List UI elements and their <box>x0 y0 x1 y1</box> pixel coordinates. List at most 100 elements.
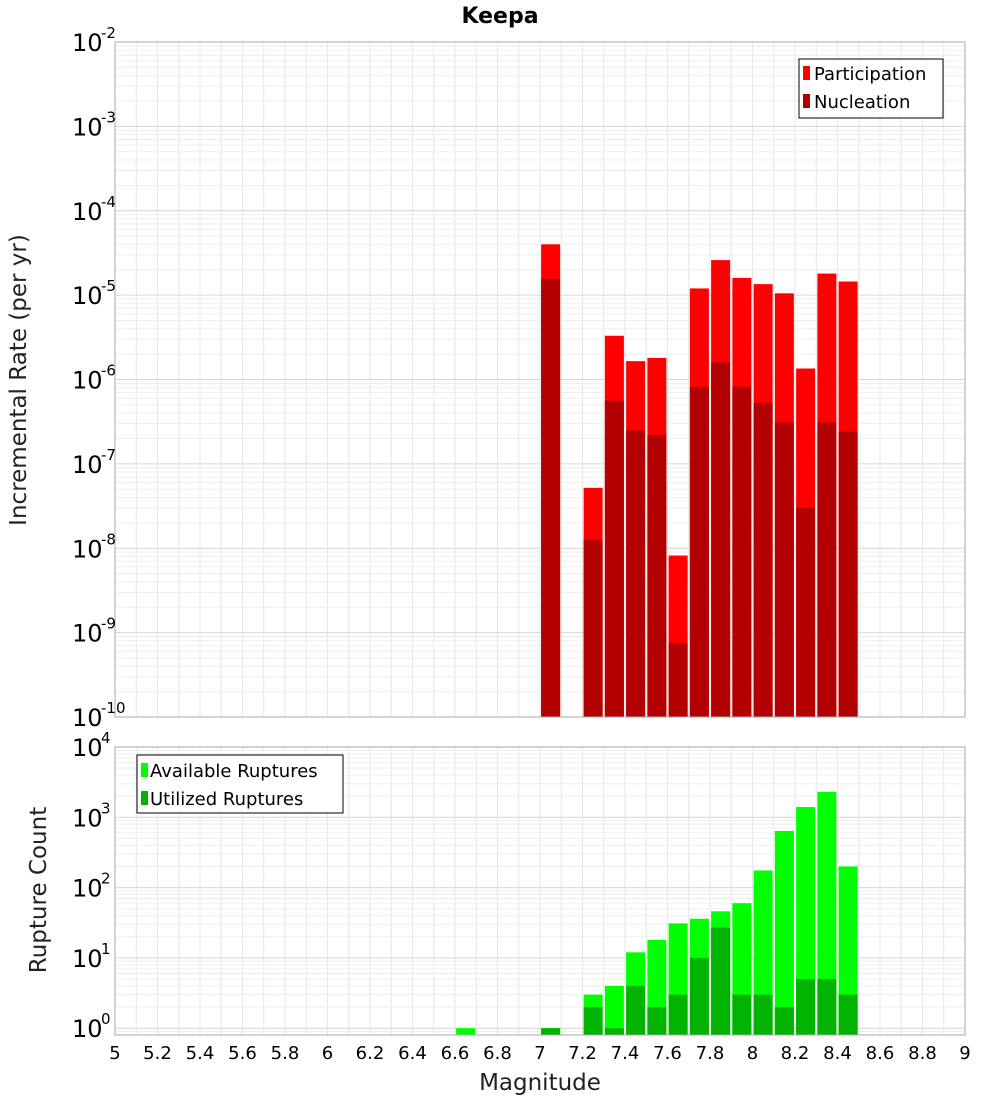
utilized-ruptures-bar <box>753 994 773 1035</box>
nucleation-bar <box>774 422 794 717</box>
rate-y-tick-base: 10 <box>72 29 103 57</box>
count-y-axis-label: Rupture Count <box>26 807 52 973</box>
x-tick-label: 6 <box>322 1043 333 1064</box>
x-tick-label: 7.6 <box>653 1043 682 1064</box>
nucleation-bar <box>647 434 667 717</box>
utilized-ruptures-bar <box>796 979 816 1035</box>
utilized-ruptures-bar <box>732 994 752 1035</box>
nucleation-bar <box>711 362 731 717</box>
x-tick-label: 8 <box>747 1043 758 1064</box>
available-ruptures-bar <box>817 791 837 1035</box>
x-tick-label: 6.2 <box>356 1043 385 1064</box>
x-axis-label: Magnitude <box>479 1070 601 1096</box>
utilized-ruptures-bar <box>626 985 646 1035</box>
utilized-ruptures-bar <box>689 957 709 1035</box>
rate-y-tick-base: 10 <box>72 198 103 226</box>
count-y-tick-exponent: 1 <box>101 940 111 958</box>
count-y-tick-base: 10 <box>72 945 103 973</box>
rate-y-tick-base: 10 <box>72 282 103 310</box>
x-tick-label: 6.4 <box>398 1043 427 1064</box>
x-tick-label: 7.2 <box>568 1043 597 1064</box>
nucleation-bar <box>604 400 624 717</box>
rate-y-tick-base: 10 <box>72 704 103 732</box>
legend-utilized-swatch <box>141 791 148 805</box>
rate-plot-frame <box>114 41 966 718</box>
count-y-tick-exponent: 0 <box>101 1010 111 1028</box>
rate-y-axis-label: Incremental Rate (per yr) <box>6 234 32 526</box>
x-tick-label: 8.4 <box>823 1043 852 1064</box>
rate-y-tick-exponent: -6 <box>101 362 116 380</box>
count-y-tick-base: 10 <box>72 875 103 903</box>
utilized-ruptures-bar <box>838 994 858 1035</box>
count-y-tick-base: 10 <box>72 1015 103 1043</box>
count-legend: Available Ruptures Utilized Ruptures <box>136 754 344 814</box>
legend-utilized-label: Utilized Ruptures <box>150 789 303 810</box>
nucleation-bar <box>689 386 709 717</box>
x-tick-labels: 5 5.2 5.4 5.6 5.8 6 6.2 6.4 6.6 6.8 7 7.2 7.4 7.6 7.8 8… <box>109 1043 970 1064</box>
nucleation-bar <box>668 643 688 717</box>
nucleation-bar <box>732 386 752 717</box>
x-tick-label: 6.8 <box>483 1043 512 1064</box>
legend-participation-swatch <box>803 66 810 80</box>
utilized-ruptures-bar <box>711 927 731 1035</box>
rate-legend: Participation Nucleation <box>798 58 944 119</box>
legend-nucleation-label: Nucleation <box>814 92 910 113</box>
nucleation-bar <box>817 422 837 717</box>
rate-y-tick-exponent: -3 <box>101 108 116 126</box>
available-ruptures-bar <box>774 830 794 1035</box>
x-tick-label: 8.8 <box>908 1043 937 1064</box>
utilized-ruptures-bar <box>583 1007 603 1035</box>
utilized-ruptures-bar <box>817 979 837 1035</box>
x-tick-label: 9 <box>959 1043 970 1064</box>
available-ruptures-bar <box>753 870 773 1035</box>
available-ruptures-bar <box>796 807 816 1035</box>
x-tick-label: 5.8 <box>271 1043 300 1064</box>
rate-plot-gridlines <box>114 42 966 718</box>
rate-y-tick-exponent: -5 <box>101 277 116 295</box>
rate-y-tick-base: 10 <box>72 367 103 395</box>
legend-participation-label: Participation <box>814 64 926 85</box>
legend-available-label: Available Ruptures <box>150 761 318 782</box>
utilized-ruptures-bar <box>774 1007 794 1035</box>
nucleation-bar <box>838 431 858 717</box>
utilized-ruptures-bar <box>541 1028 561 1035</box>
available-ruptures-bar <box>838 866 858 1035</box>
rate-y-tick-exponent: -2 <box>101 24 116 42</box>
rate-y-tick-base: 10 <box>72 535 103 563</box>
nucleation-bar <box>753 402 773 717</box>
count-y-tick-exponent: 4 <box>101 729 111 747</box>
nucleation-bar <box>626 430 646 717</box>
count-y-tick-exponent: 2 <box>101 870 111 888</box>
x-tick-label: 8.2 <box>781 1043 810 1064</box>
x-tick-label: 8.6 <box>866 1043 895 1064</box>
rate-y-tick-exponent: -9 <box>101 615 116 633</box>
x-tick-label: 7.4 <box>611 1043 640 1064</box>
legend-nucleation-swatch <box>803 94 810 108</box>
rate-y-tick-base: 10 <box>72 620 103 648</box>
x-tick-label: 5.4 <box>186 1043 215 1064</box>
count-plot-bars <box>456 791 858 1035</box>
rate-y-tick-exponent: -4 <box>101 193 116 211</box>
nucleation-bar <box>583 540 603 717</box>
rate-y-tick-exponent: -7 <box>101 446 116 464</box>
rate-y-tick-base: 10 <box>72 113 103 141</box>
x-tick-label: 7.8 <box>696 1043 725 1064</box>
count-y-tick-base: 10 <box>72 804 103 832</box>
available-ruptures-bar <box>604 985 624 1035</box>
nucleation-bar <box>796 507 816 717</box>
x-tick-label: 5.2 <box>143 1043 172 1064</box>
rate-y-tick-base: 10 <box>72 451 103 479</box>
count-y-tick-exponent: 3 <box>101 799 111 817</box>
count-plot-frame <box>114 746 966 1036</box>
utilized-ruptures-bar <box>647 1007 667 1035</box>
legend-available-swatch <box>141 763 148 777</box>
count-legend-box <box>136 754 344 814</box>
x-tick-label: 7 <box>534 1043 545 1064</box>
nucleation-bar <box>541 279 561 717</box>
rate-y-tick-exponent: -10 <box>101 699 126 717</box>
rate-y-tick-exponent: -8 <box>101 530 116 548</box>
count-y-tick-base: 10 <box>72 734 103 762</box>
